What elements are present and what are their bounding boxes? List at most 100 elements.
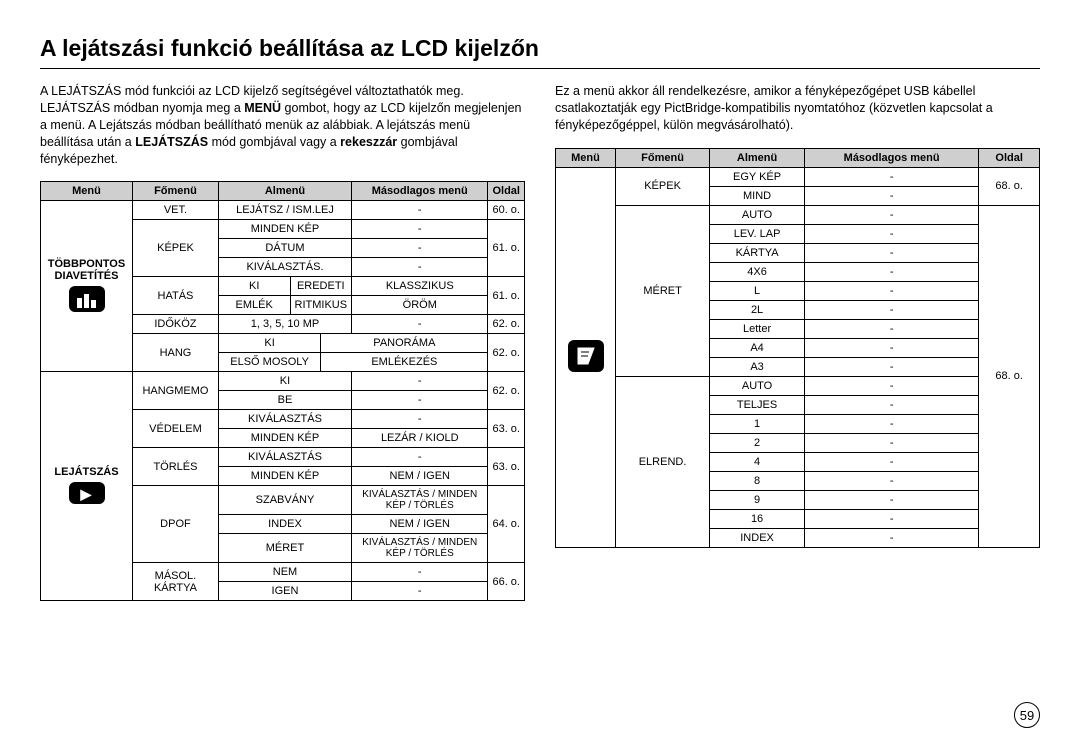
- intro-text: mód gombjával vagy a: [208, 135, 340, 149]
- cell: SZABVÁNY: [218, 486, 351, 515]
- cell: 8: [710, 471, 805, 490]
- table-row: KÉPEK EGY KÉP - 68. o.: [556, 167, 1040, 186]
- cell: A4: [710, 338, 805, 357]
- cell: ELSŐ MOSOLY: [218, 353, 320, 372]
- cell: MÉRET: [218, 534, 351, 563]
- cell: 62. o.: [488, 334, 525, 372]
- cell: NEM / IGEN: [352, 467, 488, 486]
- cell: -: [804, 338, 978, 357]
- cell: KIVÁLASZTÁS / MINDEN KÉP / TÖRLÉS: [352, 486, 488, 515]
- title-divider: [40, 68, 1040, 69]
- cell: TELJES: [710, 395, 805, 414]
- cell: KIVÁLASZTÁS: [218, 410, 351, 429]
- cell: 60. o.: [488, 201, 525, 220]
- cell: KI: [218, 372, 351, 391]
- table-row: LEJÁTSZÁS ▶ HANGMEMO KI - 62. o.: [41, 372, 525, 391]
- cell: NEM: [218, 563, 351, 582]
- left-table: Menü Főmenü Almenü Másodlagos menü Oldal…: [40, 181, 525, 601]
- cell: -: [804, 376, 978, 395]
- table-header-row: Menü Főmenü Almenü Másodlagos menü Oldal: [41, 182, 525, 201]
- cell: 68. o.: [979, 205, 1040, 547]
- cell: INDEX: [710, 528, 805, 547]
- cell: KIVÁLASZTÁS.: [218, 258, 351, 277]
- cell: -: [352, 448, 488, 467]
- cell: -: [804, 319, 978, 338]
- cell: -: [804, 186, 978, 205]
- cell: -: [804, 205, 978, 224]
- th-fomenu: Főmenü: [133, 182, 219, 201]
- menu-cell-print: [556, 167, 616, 547]
- cell: -: [804, 490, 978, 509]
- cell: -: [352, 201, 488, 220]
- cell: 4: [710, 452, 805, 471]
- printer-icon: [568, 340, 604, 372]
- table-row: TÖBBPONTOS DIAVETÍTÉS VET. LEJÁTSZ / ISM…: [41, 201, 525, 220]
- cell: MINDEN KÉP: [218, 220, 351, 239]
- cell: -: [804, 281, 978, 300]
- cell: -: [804, 262, 978, 281]
- cell: 1, 3, 5, 10 MP: [218, 315, 351, 334]
- cell: ELREND.: [616, 376, 710, 547]
- cell: 16: [710, 509, 805, 528]
- cell: EGY KÉP: [710, 167, 805, 186]
- menu-cell-multislide: TÖBBPONTOS DIAVETÍTÉS: [41, 201, 133, 372]
- cell: -: [804, 167, 978, 186]
- table-header-row: Menü Főmenü Almenü Másodlagos menü Oldal: [556, 148, 1040, 167]
- cell: 63. o.: [488, 410, 525, 448]
- cell: 9: [710, 490, 805, 509]
- cell: KLASSZIKUS: [352, 277, 488, 296]
- cell: 62. o.: [488, 315, 525, 334]
- cell: 63. o.: [488, 448, 525, 486]
- cell: VET.: [133, 201, 219, 220]
- th-menu: Menü: [556, 148, 616, 167]
- cell: KÁRTYA: [710, 243, 805, 262]
- cell: BE: [218, 391, 351, 410]
- cell: -: [352, 563, 488, 582]
- cell: EREDETI: [290, 277, 352, 296]
- cell: -: [352, 220, 488, 239]
- cell: -: [352, 410, 488, 429]
- cell: 4X6: [710, 262, 805, 281]
- cell: IDŐKÖZ: [133, 315, 219, 334]
- cell: -: [804, 300, 978, 319]
- cell: LEZÁR / KIOLD: [352, 429, 488, 448]
- cell: KÉPEK: [616, 167, 710, 205]
- bars-icon: [77, 292, 96, 308]
- table-row: MÉRET AUTO - 68. o.: [556, 205, 1040, 224]
- intro-bold-playback: LEJÁTSZÁS: [135, 135, 208, 149]
- cell: -: [804, 414, 978, 433]
- cell: -: [352, 391, 488, 410]
- cell: MIND: [710, 186, 805, 205]
- cell: KI: [218, 277, 290, 296]
- cell: HATÁS: [133, 277, 219, 315]
- menu-label: LEJÁTSZÁS: [54, 466, 118, 478]
- cell: HANGMEMO: [133, 372, 219, 410]
- cell: MÁSOL. KÁRTYA: [133, 563, 219, 601]
- menu-cell-playback: LEJÁTSZÁS ▶: [41, 372, 133, 601]
- cell: NEM / IGEN: [352, 515, 488, 534]
- cell: KIVÁLASZTÁS / MINDEN KÉP / TÖRLÉS: [352, 534, 488, 563]
- cell: -: [352, 582, 488, 601]
- cell: MÉRET: [616, 205, 710, 376]
- th-masod: Másodlagos menü: [804, 148, 978, 167]
- page-number: 59: [1014, 702, 1040, 728]
- cell: KIVÁLASZTÁS: [218, 448, 351, 467]
- cell: 66. o.: [488, 563, 525, 601]
- cell: ÖRÖM: [352, 296, 488, 315]
- slideshow-icon: [69, 286, 105, 312]
- th-almenu: Almenü: [710, 148, 805, 167]
- cell: A3: [710, 357, 805, 376]
- cell: -: [804, 471, 978, 490]
- menu-label: TÖBBPONTOS DIAVETÍTÉS: [48, 258, 125, 282]
- cell: IGEN: [218, 582, 351, 601]
- cell: 62. o.: [488, 372, 525, 410]
- cell: -: [352, 239, 488, 258]
- left-intro: A LEJÁTSZÁS mód funkciói az LCD kijelző …: [40, 83, 525, 167]
- cell: VÉDELEM: [133, 410, 219, 448]
- cell: 68. o.: [979, 167, 1040, 205]
- intro-bold-shutter: rekeszzár: [340, 135, 397, 149]
- cell: PANORÁMA: [321, 334, 488, 353]
- cell: LEV. LAP: [710, 224, 805, 243]
- cell: -: [352, 258, 488, 277]
- cell: -: [804, 243, 978, 262]
